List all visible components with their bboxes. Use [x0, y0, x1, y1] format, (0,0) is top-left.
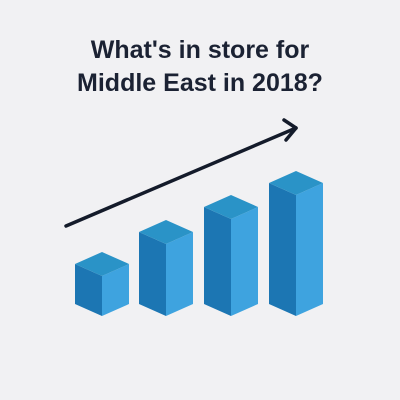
bar-3 — [204, 195, 258, 316]
headline: What's in store for Middle East in 2018? — [0, 34, 400, 100]
bar-1 — [75, 252, 129, 316]
bar-2 — [139, 220, 193, 316]
headline-line-1: What's in store for — [90, 36, 310, 64]
trend-arrow-icon — [64, 118, 298, 228]
headline-line-2: Middle East in 2018? — [77, 69, 323, 97]
bar-4 — [269, 171, 323, 316]
